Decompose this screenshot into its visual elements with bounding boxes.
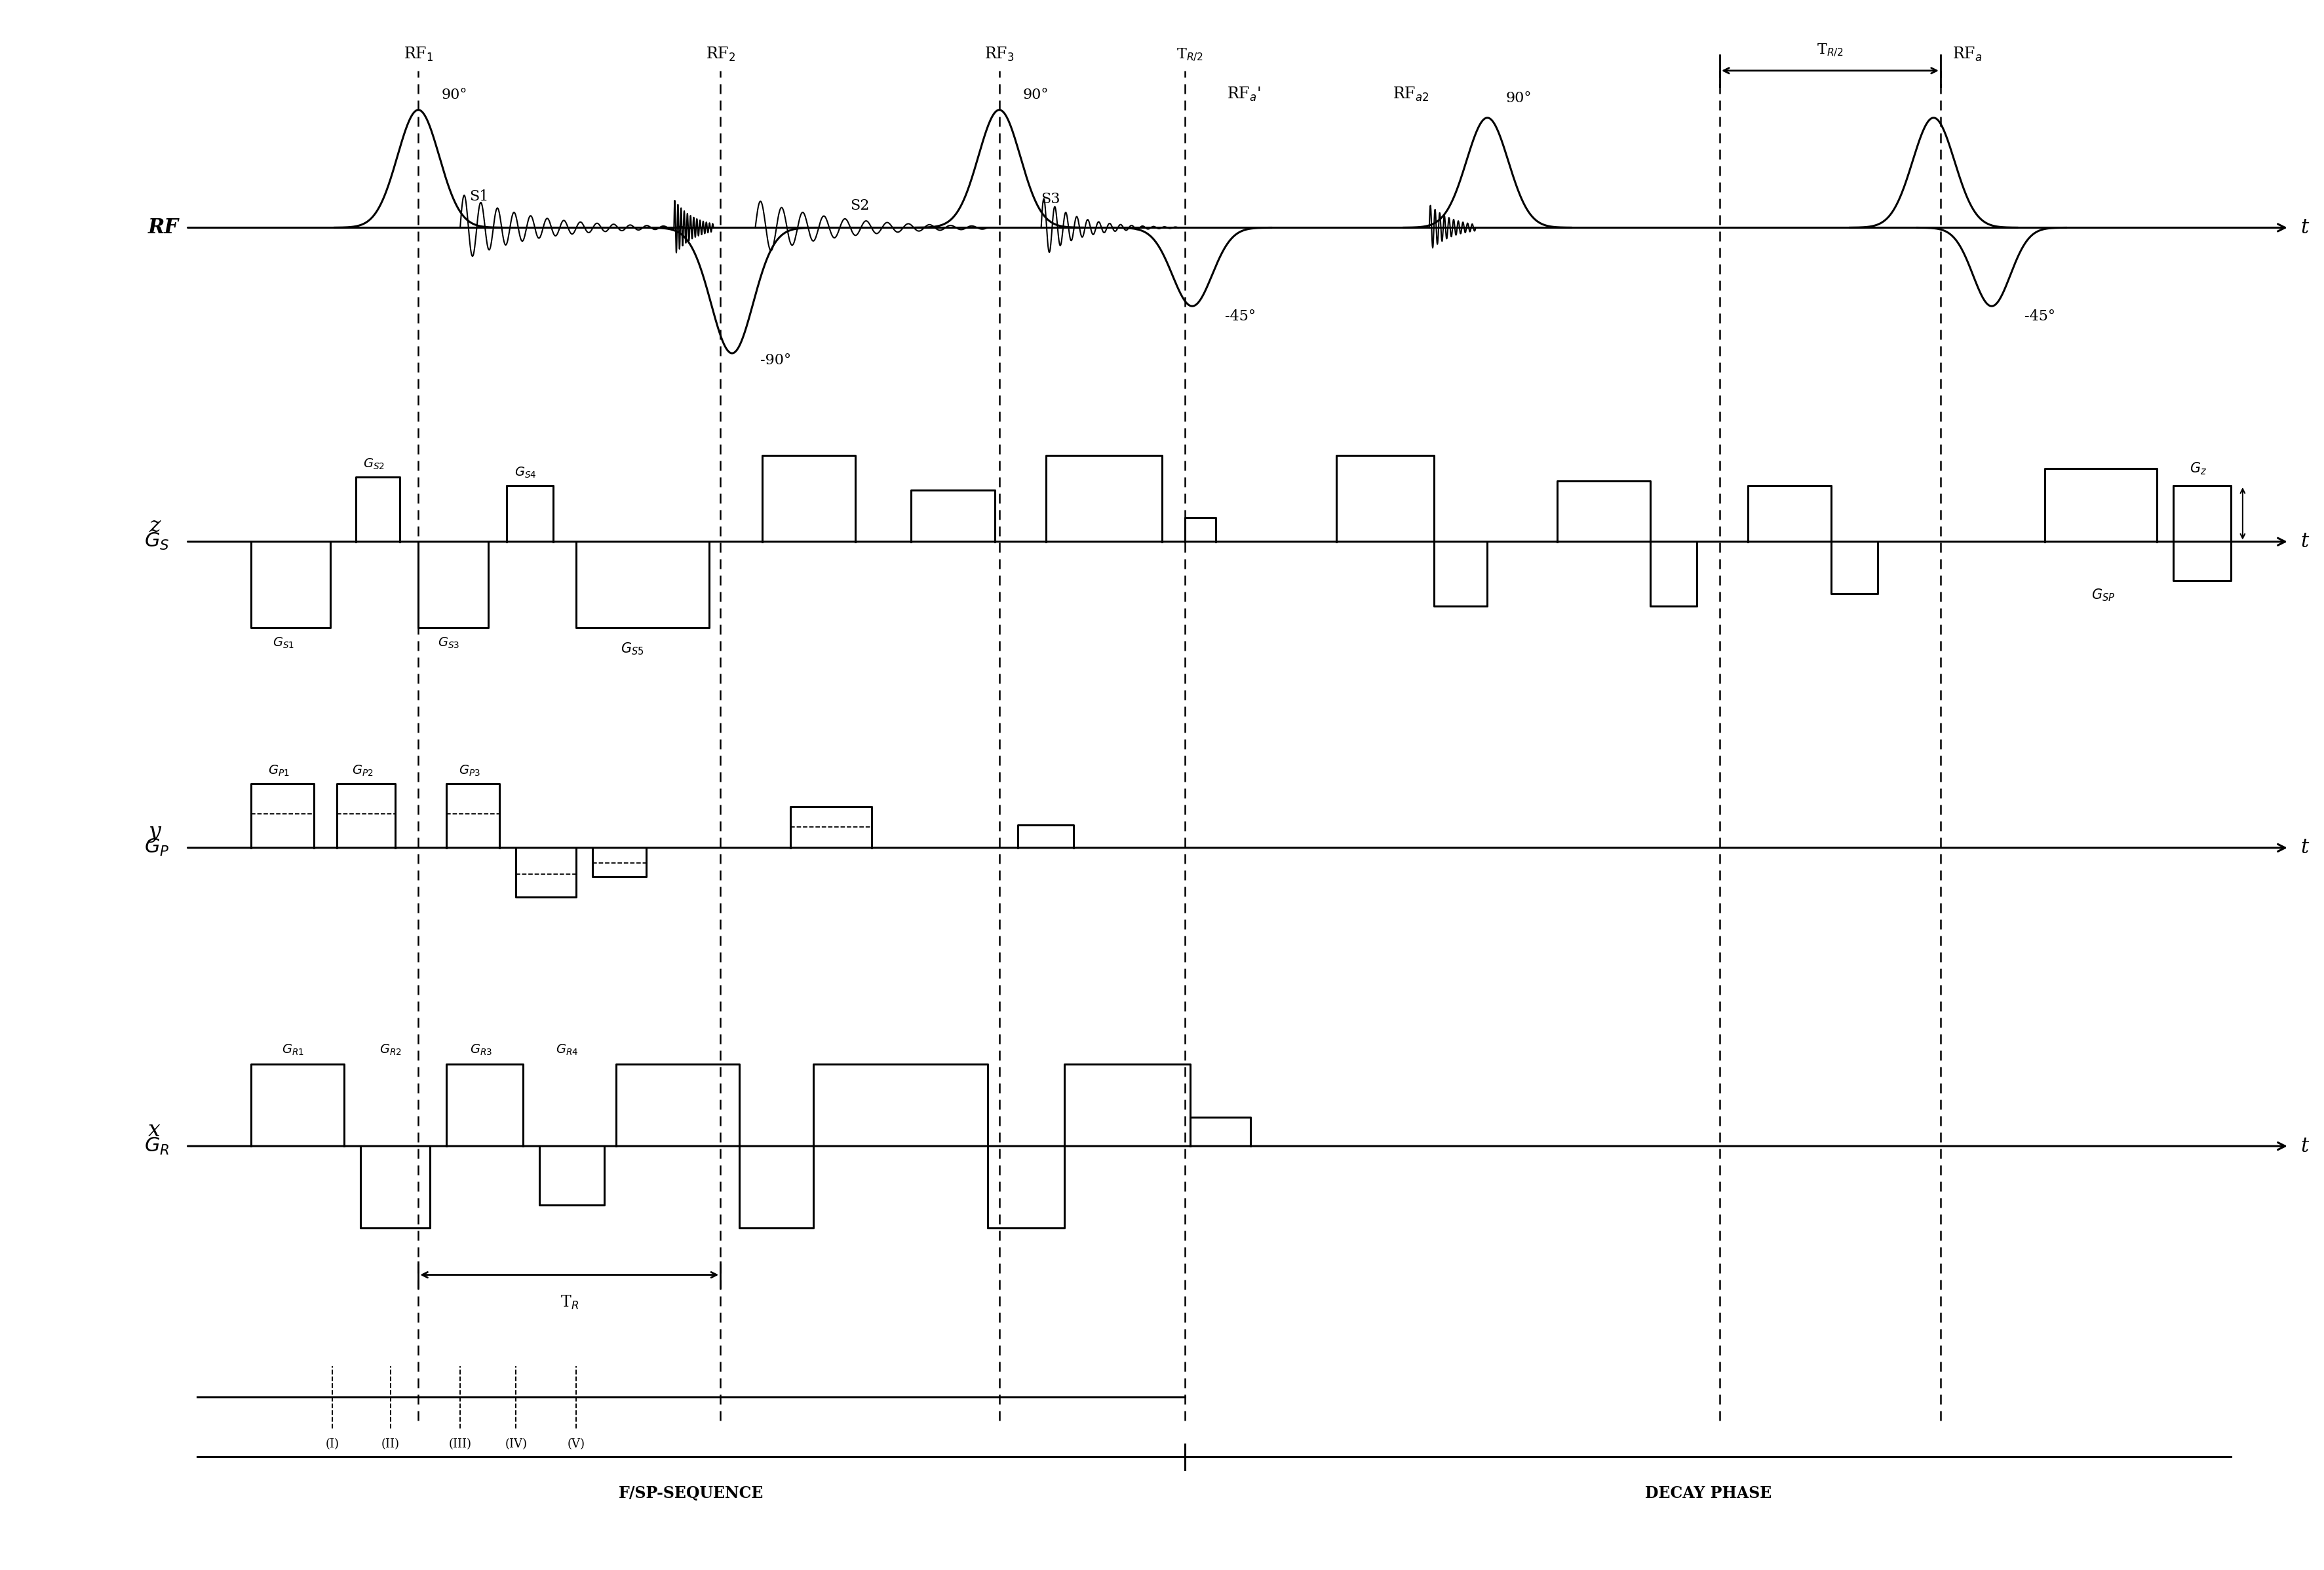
Text: RF$_3$: RF$_3$ [985, 46, 1013, 63]
Text: $G_{R2}$: $G_{R2}$ [379, 1042, 402, 1057]
Text: RF: RF [149, 218, 179, 237]
Text: $G_{R1}$: $G_{R1}$ [281, 1042, 304, 1057]
Text: $G_{P1}$: $G_{P1}$ [267, 765, 290, 777]
Text: $G_R$: $G_R$ [144, 1137, 170, 1156]
Text: $G_{S3}$: $G_{S3}$ [437, 636, 460, 650]
Text: T$_{R/2}$: T$_{R/2}$ [1176, 47, 1204, 63]
Text: $G_{R4}$: $G_{R4}$ [555, 1042, 579, 1057]
Text: -45°: -45° [1225, 309, 1255, 323]
Text: RF$_2$: RF$_2$ [706, 46, 734, 63]
Text: (III): (III) [449, 1438, 472, 1451]
Text: RF$_1$: RF$_1$ [404, 46, 432, 63]
Text: $G_S$: $G_S$ [144, 532, 170, 551]
Text: t: t [2301, 838, 2308, 857]
Text: t: t [2301, 1137, 2308, 1156]
Text: $G_{S4}$: $G_{S4}$ [514, 466, 537, 479]
Text: (IV): (IV) [504, 1438, 528, 1451]
Text: $G_{S2}$: $G_{S2}$ [363, 457, 386, 471]
Text: RF$_a$: RF$_a$ [1952, 46, 1982, 63]
Text: -90°: -90° [760, 353, 790, 367]
Text: $G_{P3}$: $G_{P3}$ [458, 765, 481, 777]
Text: (II): (II) [381, 1438, 400, 1451]
Text: $G_{SP}$: $G_{SP}$ [2092, 587, 2115, 603]
Text: RF$_{a2}$: RF$_{a2}$ [1392, 86, 1429, 102]
Text: T$_{R/2}$: T$_{R/2}$ [1817, 42, 1843, 58]
Text: -45°: -45° [2024, 309, 2054, 323]
Text: F/SP-SEQUENCE: F/SP-SEQUENCE [618, 1485, 765, 1501]
Text: RF$_a$': RF$_a$' [1227, 86, 1262, 102]
Text: 90°: 90° [442, 88, 467, 102]
Text: T$_R$: T$_R$ [560, 1294, 579, 1311]
Text: S1: S1 [469, 188, 488, 204]
Text: $G_{P2}$: $G_{P2}$ [351, 765, 374, 777]
Text: (V): (V) [567, 1438, 586, 1451]
Text: DECAY PHASE: DECAY PHASE [1645, 1485, 1771, 1501]
Text: $G_z$: $G_z$ [2189, 462, 2208, 477]
Text: 90°: 90° [1023, 88, 1048, 102]
Text: 90°: 90° [1506, 91, 1532, 105]
Text: t: t [2301, 218, 2308, 237]
Text: $G_{S1}$: $G_{S1}$ [272, 636, 295, 650]
Text: S2: S2 [851, 198, 869, 214]
Text: $G_P$: $G_P$ [144, 838, 170, 857]
Text: $G_{R3}$: $G_{R3}$ [469, 1042, 493, 1057]
Text: t: t [2301, 532, 2308, 551]
Text: y: y [149, 821, 160, 843]
Text: S3: S3 [1041, 192, 1060, 207]
Text: (I): (I) [325, 1438, 339, 1451]
Text: $G_{S5}$: $G_{S5}$ [621, 641, 644, 656]
Text: x: x [149, 1119, 160, 1141]
Text: z: z [149, 515, 160, 537]
